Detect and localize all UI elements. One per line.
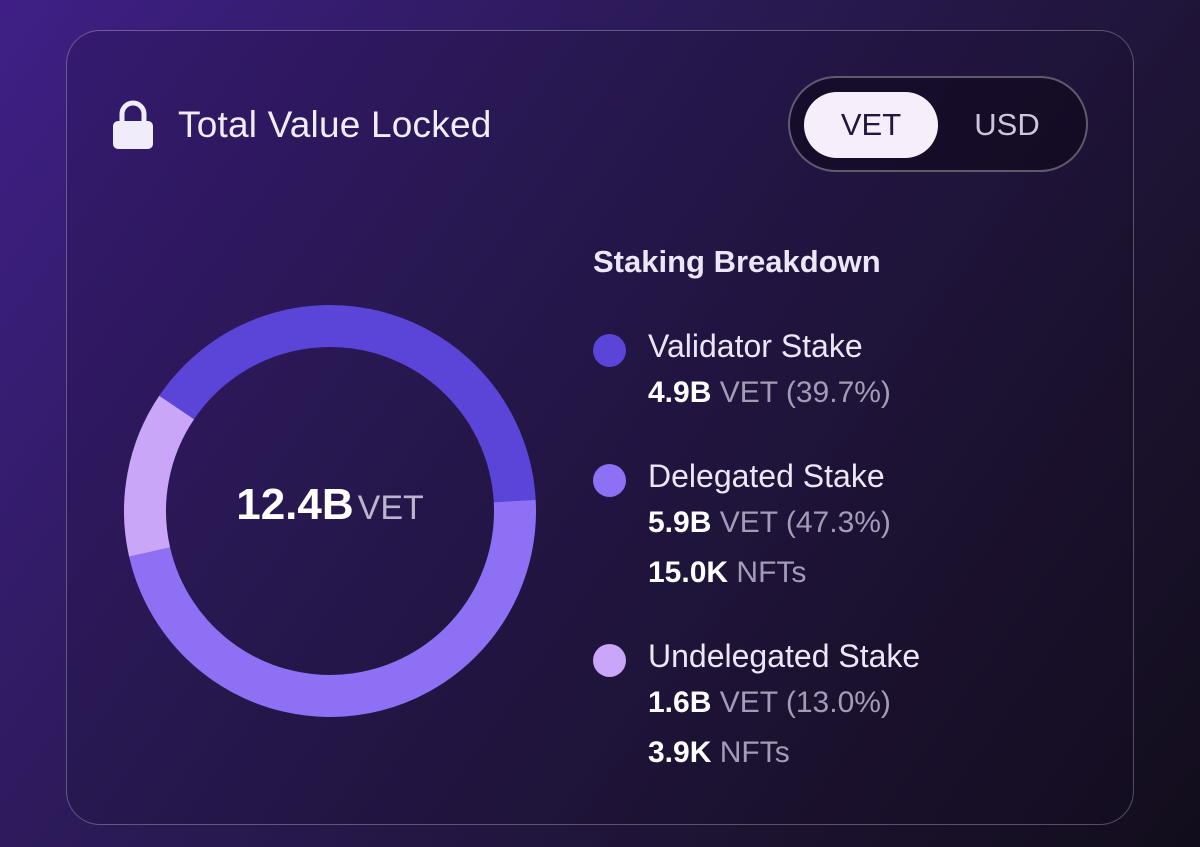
legend-unit: VET bbox=[719, 686, 778, 719]
breakdown-title: Staking Breakdown bbox=[593, 244, 881, 279]
legend-amount: 5.9B bbox=[648, 506, 712, 539]
legend-amount-line: 1.6B VET (13.0%) bbox=[648, 686, 891, 720]
legend-nft-unit: NFTs bbox=[736, 556, 807, 589]
legend-nft-line: 15.0K NFTs bbox=[648, 556, 806, 590]
legend-amount-line: 5.9B VET (47.3%) bbox=[648, 506, 891, 540]
donut-segment-undelegated-stake bbox=[124, 395, 195, 557]
legend-dot bbox=[593, 334, 626, 367]
legend-amount: 1.6B bbox=[648, 686, 712, 719]
legend-nft-unit: NFTs bbox=[719, 736, 790, 769]
legend-percent: (39.7%) bbox=[785, 376, 891, 409]
lock-icon bbox=[113, 100, 153, 149]
donut-center-label: 12.4B VET bbox=[124, 480, 536, 530]
legend-label: Validator Stake bbox=[648, 328, 863, 364]
legend-dot bbox=[593, 644, 626, 677]
legend-label: Delegated Stake bbox=[648, 458, 885, 494]
legend-nft-count: 15.0K bbox=[648, 556, 729, 589]
legend-nft-line: 3.9K NFTs bbox=[648, 736, 790, 770]
legend-amount: 4.9B bbox=[648, 376, 712, 409]
total-unit: VET bbox=[357, 489, 424, 527]
legend-percent: (13.0%) bbox=[785, 686, 891, 719]
legend-unit: VET bbox=[719, 376, 778, 409]
currency-toggle: VET USD bbox=[788, 76, 1088, 172]
legend-label: Undelegated Stake bbox=[648, 638, 921, 674]
page-title: Total Value Locked bbox=[178, 104, 492, 145]
card-header: Total Value Locked bbox=[112, 96, 492, 154]
legend-nft-count: 3.9K bbox=[648, 736, 712, 769]
toggle-usd-button[interactable]: USD bbox=[940, 92, 1074, 158]
toggle-vet-button[interactable]: VET bbox=[804, 92, 938, 158]
donut-segment-validator-stake bbox=[159, 305, 536, 503]
total-value: 12.4B bbox=[236, 480, 354, 529]
donut-chart bbox=[124, 305, 536, 717]
legend-dot bbox=[593, 464, 626, 497]
legend-amount-line: 4.9B VET (39.7%) bbox=[648, 376, 891, 410]
legend-percent: (47.3%) bbox=[785, 506, 891, 539]
legend-unit: VET bbox=[719, 506, 778, 539]
donut-segment-delegated-stake bbox=[129, 499, 536, 717]
